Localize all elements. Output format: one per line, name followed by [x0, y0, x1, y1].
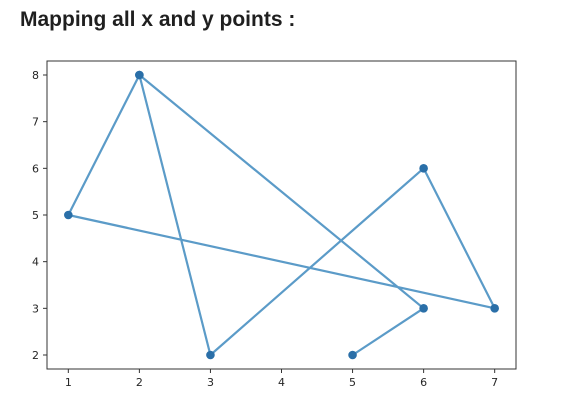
data-point — [348, 350, 357, 360]
x-tick-label: 1 — [65, 376, 72, 389]
series-line — [67, 73, 496, 357]
y-axis: 2 3 4 5 6 7 8 — [32, 69, 47, 362]
data-point — [419, 304, 428, 313]
data-series — [64, 70, 499, 360]
x-tick-label: 6 — [420, 376, 427, 389]
y-tick-label: 6 — [32, 162, 39, 175]
x-tick-label: 3 — [207, 376, 214, 389]
data-point — [206, 350, 215, 360]
y-tick-label: 8 — [32, 69, 39, 82]
x-tick-label: 4 — [278, 376, 285, 389]
y-tick-label: 5 — [32, 209, 39, 222]
y-tick-label: 4 — [32, 256, 39, 269]
x-tick-label: 2 — [136, 376, 143, 389]
x-tick-label: 5 — [349, 376, 356, 389]
data-point — [490, 304, 499, 313]
x-tick-label: 7 — [491, 376, 498, 389]
y-tick-label: 3 — [32, 302, 39, 315]
page-heading: Mapping all x and y points : — [20, 8, 296, 31]
y-tick-label: 2 — [32, 349, 39, 362]
data-point — [135, 70, 144, 80]
data-point — [64, 210, 73, 220]
axes-frame — [46, 60, 517, 370]
x-axis: 1 2 3 4 5 6 7 — [65, 369, 498, 389]
y-tick-label: 7 — [32, 116, 39, 129]
data-point — [419, 164, 428, 173]
